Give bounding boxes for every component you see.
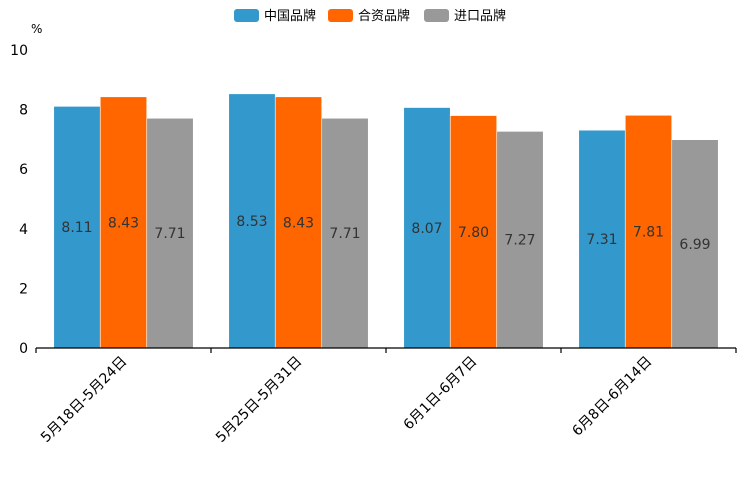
bar	[321, 117, 369, 349]
x-tick-label: 6月8日-6月14日	[569, 354, 655, 440]
bar	[228, 93, 276, 349]
data-label: 8.07	[411, 221, 442, 237]
legend-swatch	[424, 9, 449, 22]
data-label: 8.43	[283, 215, 314, 231]
bar	[146, 117, 194, 349]
bar	[449, 115, 498, 349]
legend-label: 合资品牌	[358, 8, 410, 24]
y-tick-label: 10	[10, 43, 28, 59]
data-label: 7.31	[586, 232, 617, 248]
data-label: 7.71	[154, 226, 185, 242]
data-label: 8.11	[61, 220, 92, 236]
data-label: 8.43	[108, 215, 139, 231]
x-axis: 5月18日-5月24日 5月25日-5月31日 6月1日-6月7日 6月8日-6月14…	[35, 347, 737, 446]
legend-swatch	[328, 9, 353, 22]
x-tick-label: 5月18日-5月24日	[38, 354, 130, 446]
data-label: 7.27	[504, 233, 535, 249]
y-tick-label: 2	[19, 281, 28, 297]
bar	[53, 106, 101, 349]
bar	[671, 139, 719, 349]
data-label: 8.53	[236, 214, 267, 230]
bar	[578, 129, 626, 349]
y-tick-label: 8	[19, 103, 28, 119]
bars: 8.11 8.43 7.71 8.53 8.43 7.71 8.07 7.80 7.27 7.31…	[53, 93, 719, 349]
y-tick-label: 0	[19, 341, 28, 357]
y-axis: 0 2 4 6 8 10	[10, 43, 28, 357]
legend: 中国品牌 合资品牌 进口品牌	[234, 8, 506, 24]
x-tick-label: 5月25日-5月31日	[213, 354, 305, 446]
legend-label: 进口品牌	[454, 8, 506, 24]
data-label: 7.80	[458, 225, 489, 241]
y-axis-unit-label: %	[31, 22, 42, 36]
data-label: 6.99	[679, 237, 710, 253]
bar	[274, 96, 323, 349]
legend-label: 中国品牌	[264, 8, 316, 24]
y-tick-label: 6	[19, 162, 28, 178]
data-label: 7.81	[633, 225, 664, 241]
data-label: 7.71	[329, 226, 360, 242]
legend-swatch	[234, 9, 259, 22]
y-tick-label: 4	[19, 222, 28, 238]
x-tick-label: 6月1日-6月7日	[401, 354, 481, 434]
bar	[99, 96, 148, 349]
